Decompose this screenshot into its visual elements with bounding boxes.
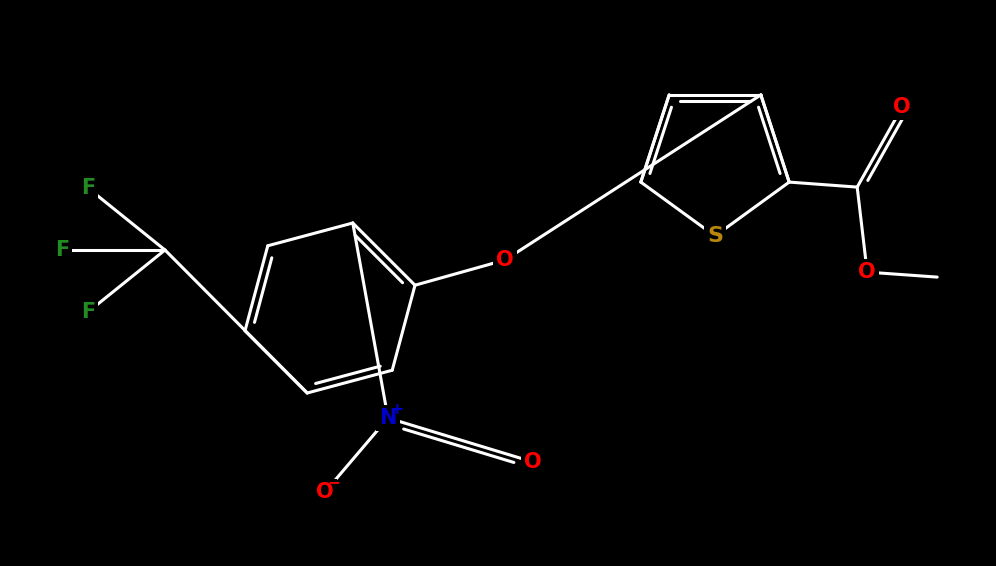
- Text: +: +: [390, 401, 403, 417]
- Text: F: F: [81, 178, 96, 198]
- Text: N: N: [379, 408, 396, 428]
- Text: S: S: [707, 226, 723, 246]
- Text: O: O: [316, 482, 334, 502]
- Text: O: O: [496, 250, 514, 270]
- Text: O: O: [893, 97, 911, 117]
- Text: −: −: [328, 475, 341, 491]
- Text: O: O: [524, 452, 542, 472]
- Text: F: F: [81, 302, 96, 322]
- Text: O: O: [859, 262, 876, 282]
- Text: F: F: [55, 240, 69, 260]
